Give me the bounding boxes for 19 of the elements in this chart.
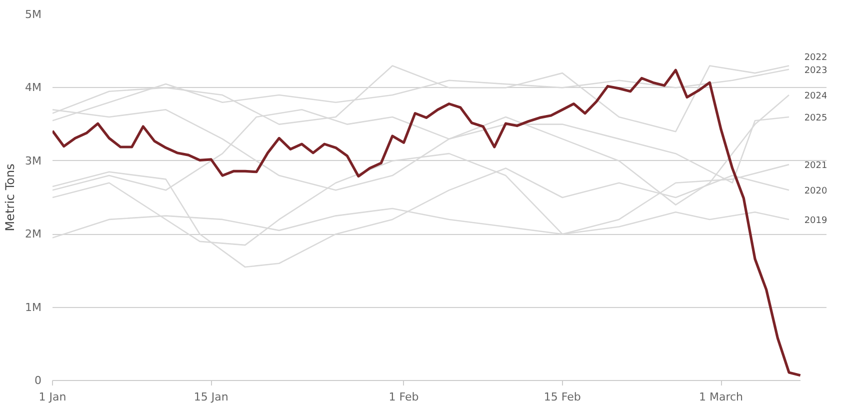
y-tick-label: 4M <box>25 81 42 94</box>
x-tick-label: 1 March <box>699 390 744 404</box>
y-tick-label: 2M <box>25 228 42 241</box>
y-tick-label: 5M <box>25 8 42 21</box>
series-label: 2019 <box>804 216 828 226</box>
series-label: 2021 <box>804 161 828 172</box>
y-tick-label: 3M <box>25 154 42 168</box>
x-tick-label: 15 Feb <box>544 390 581 404</box>
series-label: 2022 <box>804 53 828 64</box>
y-tick-label: 1M <box>25 300 42 314</box>
x-tick-label: 1 Feb <box>388 390 419 404</box>
y-tick-label: 0 <box>34 374 42 387</box>
x-tick-label: 15 Jan <box>194 390 228 404</box>
y-axis-title: Metric Tons <box>3 164 18 232</box>
series-label: 2024 <box>804 92 828 102</box>
series-label: 2020 <box>804 186 828 197</box>
x-tick-label: 1 Jan <box>38 390 66 404</box>
series-label: 2025 <box>804 113 828 124</box>
series-label: 2023 <box>804 66 828 76</box>
